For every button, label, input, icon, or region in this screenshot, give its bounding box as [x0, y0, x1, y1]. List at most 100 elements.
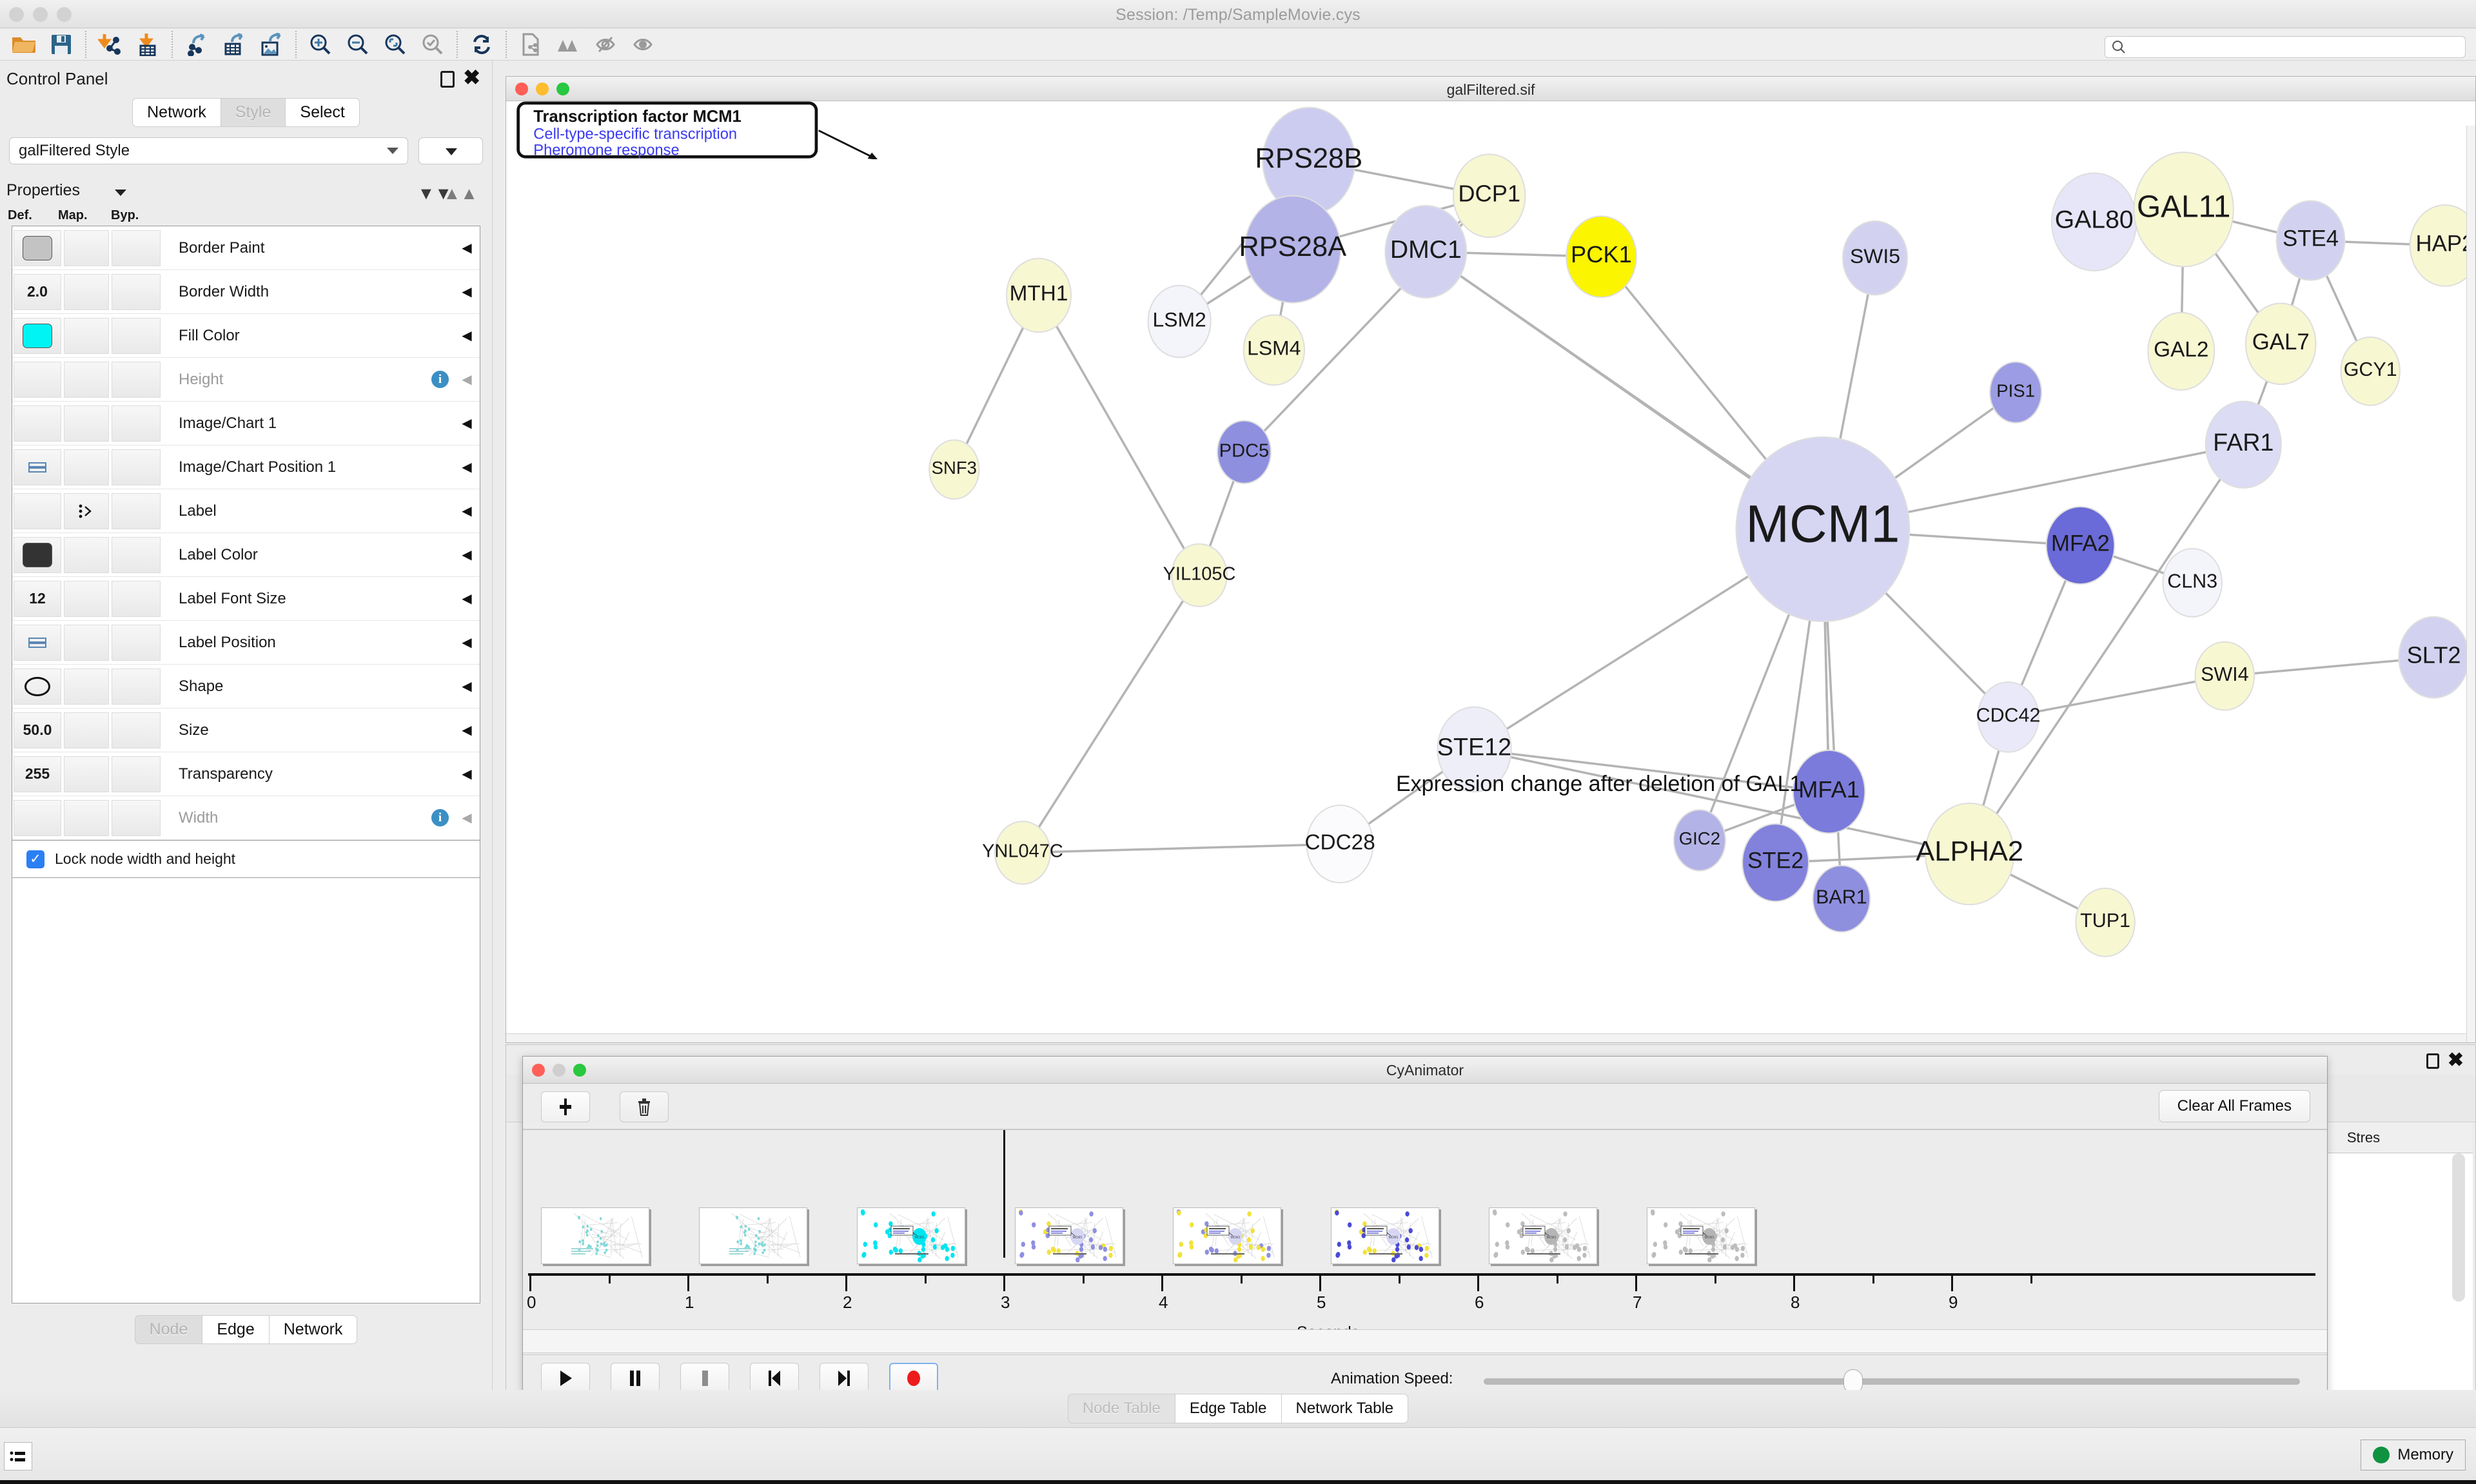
property-mapping-cell[interactable]	[64, 624, 109, 661]
delete-frame-button[interactable]	[620, 1091, 669, 1122]
color-swatch[interactable]	[23, 323, 52, 348]
export-table-icon[interactable]	[215, 28, 253, 61]
property-expand-arrow[interactable]: ◀	[462, 329, 472, 343]
property-expand-arrow[interactable]: ◀	[462, 592, 472, 606]
node-shape[interactable]	[2162, 548, 2223, 618]
property-default-cell[interactable]	[14, 405, 61, 442]
animation-speed-slider-knob[interactable]	[1843, 1369, 1863, 1394]
node-shape[interactable]	[2205, 400, 2282, 489]
table-scrollbar[interactable]	[2452, 1153, 2465, 1302]
property-bypass-cell[interactable]	[112, 229, 161, 266]
property-row[interactable]: 12 Label Font Size ◀	[12, 577, 480, 621]
network-minimize-button[interactable]	[536, 83, 549, 95]
property-row[interactable]: Shape ◀	[12, 665, 480, 708]
last-frame-button[interactable]	[820, 1363, 869, 1394]
network-edge[interactable]	[1022, 843, 1341, 854]
tab-edge-table[interactable]: Edge Table	[1174, 1394, 1281, 1423]
network-node[interactable]: SWI5	[1842, 220, 1909, 296]
node-shape[interactable]	[1437, 706, 1512, 793]
property-mapping-cell[interactable]	[64, 361, 109, 398]
cyanimator-minimize-button[interactable]	[553, 1064, 565, 1077]
info-icon[interactable]: i	[431, 371, 449, 388]
node-shape[interactable]	[1217, 420, 1272, 484]
node-shape[interactable]	[2045, 505, 2116, 585]
node-shape[interactable]	[1244, 195, 1342, 304]
property-default-cell[interactable]: 2.0	[14, 273, 61, 310]
property-mapping-cell[interactable]	[64, 712, 109, 748]
network-node[interactable]: DMC1	[1384, 205, 1468, 299]
node-shape[interactable]	[994, 821, 1051, 885]
property-expand-arrow[interactable]: ◀	[462, 767, 472, 781]
node-shape[interactable]	[2133, 151, 2234, 268]
network-node[interactable]: MFA1	[1792, 749, 1866, 834]
property-default-cell[interactable]: 50.0	[14, 712, 61, 748]
timeline-frame[interactable]: MCM1	[857, 1207, 965, 1264]
node-shape[interactable]	[1171, 543, 1228, 607]
node-shape[interactable]	[2245, 302, 2317, 386]
node-shape[interactable]	[1243, 314, 1305, 386]
save-icon[interactable]	[43, 28, 80, 61]
tab-select[interactable]: Select	[285, 98, 360, 127]
network-edge[interactable]	[1474, 748, 1829, 793]
network-node[interactable]: LSM4	[1243, 314, 1305, 386]
property-row[interactable]: Label Position ◀	[12, 621, 480, 665]
property-default-cell[interactable]	[14, 229, 61, 266]
node-shape[interactable]	[1735, 436, 1911, 622]
property-row[interactable]: Image/Chart Position 1 ◀	[12, 445, 480, 489]
window-close-button[interactable]	[9, 7, 24, 22]
node-shape[interactable]	[1006, 257, 1072, 333]
network-edge[interactable]	[1021, 574, 1201, 854]
search-box[interactable]	[2105, 36, 2466, 58]
timeline-frame[interactable]: MCM1	[1173, 1207, 1281, 1264]
network-node[interactable]: PDC5	[1217, 420, 1272, 484]
network-node[interactable]: TUP1	[2075, 887, 2136, 957]
network-node[interactable]: YIL105C	[1163, 543, 1236, 607]
import-table-icon[interactable]	[129, 28, 166, 61]
node-shape[interactable]	[2340, 336, 2401, 406]
property-expand-arrow[interactable]: ◀	[462, 285, 472, 299]
property-bypass-cell[interactable]	[112, 361, 161, 398]
network-close-button[interactable]	[515, 83, 528, 95]
network-node[interactable]: GIC2	[1673, 809, 1726, 872]
node-shape[interactable]	[1566, 215, 1637, 298]
property-expand-arrow[interactable]: ◀	[462, 548, 472, 562]
network-node[interactable]: HAP2	[2409, 204, 2475, 287]
network-node[interactable]: MCM1	[1735, 436, 1911, 622]
property-bypass-cell[interactable]	[112, 273, 161, 310]
node-shape[interactable]	[2075, 887, 2136, 957]
network-graph[interactable]: RPS28B DCP1 RPS28A DMC1 PCK1 SWI5 GAL80 GAL11 ST…	[506, 101, 2475, 1042]
network-node[interactable]: MFA2	[2045, 505, 2116, 585]
network-node[interactable]: GAL11	[2133, 151, 2234, 268]
network-edge[interactable]	[2008, 674, 2225, 719]
network-node[interactable]: SLT2	[2398, 616, 2470, 699]
property-mapping-cell[interactable]	[64, 449, 109, 485]
property-mapping-cell[interactable]	[64, 799, 109, 836]
window-traffic-lights[interactable]	[9, 7, 72, 22]
network-node[interactable]: SWI4	[2194, 641, 2255, 711]
info-icon[interactable]: i	[431, 809, 449, 826]
property-expand-arrow[interactable]: ◀	[462, 241, 472, 255]
play-button[interactable]	[541, 1363, 590, 1394]
property-mapping-cell[interactable]	[64, 668, 109, 705]
property-mapping-cell[interactable]	[64, 317, 109, 354]
network-horizontal-scrollbar[interactable]	[506, 1033, 2466, 1042]
property-expand-arrow[interactable]: ◀	[462, 504, 472, 518]
property-row[interactable]: Border Paint ◀	[12, 226, 480, 270]
property-row[interactable]: Image/Chart 1 ◀	[12, 402, 480, 445]
window-minimize-button[interactable]	[33, 7, 48, 22]
node-shape[interactable]	[1792, 749, 1866, 834]
tab-node-table[interactable]: Node Table	[1067, 1394, 1175, 1423]
node-shape[interactable]	[1452, 153, 1526, 239]
node-shape[interactable]	[2409, 204, 2475, 287]
zoom-out-icon[interactable]	[339, 28, 377, 61]
node-shape[interactable]	[1925, 803, 2015, 906]
property-row[interactable]: 2.0 Border Width ◀	[12, 270, 480, 314]
node-shape[interactable]	[928, 439, 980, 500]
timeline-frame[interactable]: MCM1	[1331, 1207, 1439, 1264]
property-default-cell[interactable]: 255	[14, 756, 61, 792]
color-swatch[interactable]	[23, 542, 52, 567]
layout-icon[interactable]	[549, 28, 587, 61]
status-list-icon[interactable]	[4, 1442, 32, 1470]
property-mapping-cell[interactable]	[64, 536, 109, 573]
style-select[interactable]: galFiltered Style	[9, 137, 408, 164]
